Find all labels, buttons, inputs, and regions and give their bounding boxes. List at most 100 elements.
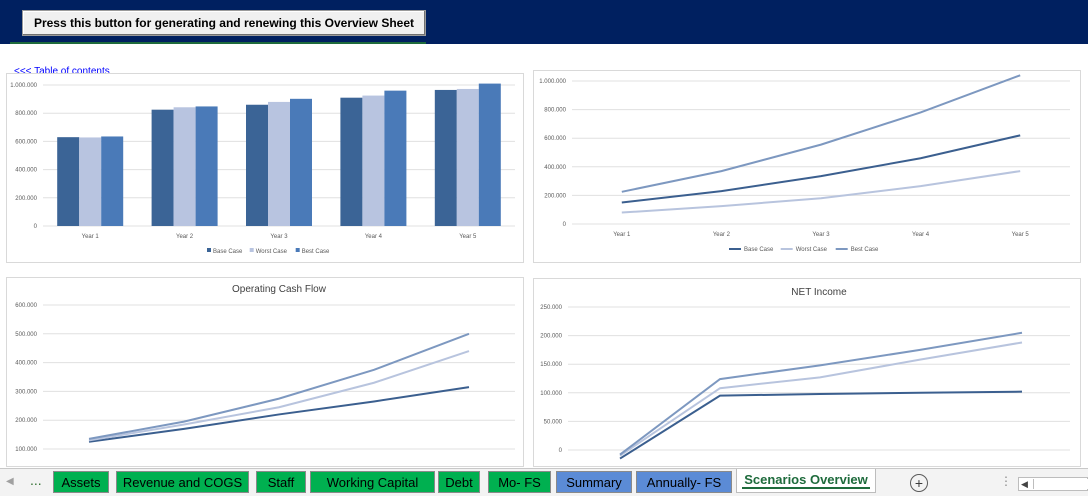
series-line — [621, 74, 1021, 193]
bar — [79, 137, 102, 226]
tab-label: Staff — [267, 475, 295, 490]
tab-mo-fs[interactable]: Mo- FS — [488, 471, 551, 493]
bar — [478, 83, 501, 226]
x-tick-label: Year 2 — [713, 232, 731, 238]
bar — [268, 101, 290, 226]
tab-label: Annually- FS — [646, 475, 722, 490]
y-tick-label: 600.000 — [15, 303, 37, 309]
y-tick-label: 0 — [34, 224, 38, 230]
y-tick-label: 600.000 — [544, 136, 566, 142]
bar-chart-canvas: 0 200.000 400.000 600.000 800.000 1.000.000 Ye… — [10, 83, 515, 255]
tab-scenarios-overview[interactable]: Scenarios Overview — [736, 469, 876, 493]
x-tick-label: Year 4 — [912, 232, 930, 238]
net-income-chart[interactable]: NET Income 0 50.000 100.000 150.000 200.000 25… — [533, 278, 1081, 467]
legend-label: Worst Case — [256, 249, 288, 255]
bar — [101, 136, 124, 226]
tab-annually-fs[interactable]: Annually- FS — [636, 471, 732, 493]
y-tick-label: 300.000 — [15, 389, 37, 395]
y-tick-label: 800.000 — [15, 111, 37, 117]
ocf-chart-canvas: Operating Cash Flow 100.000 200.000 300.000… — [15, 284, 515, 453]
series-line — [621, 134, 1021, 204]
bar — [384, 90, 407, 226]
y-tick-label: 0 — [559, 448, 563, 454]
bar — [57, 137, 80, 226]
tab-staff[interactable]: Staff — [256, 471, 306, 493]
bar — [151, 109, 174, 226]
more-tabs-button[interactable]: ... — [30, 472, 42, 488]
y-tick-label: 200.000 — [540, 334, 562, 340]
tab-revenue-and-cogs[interactable]: Revenue and COGS — [116, 471, 249, 493]
net-income-chart-canvas: NET Income 0 50.000 100.000 150.000 200.000 25… — [540, 287, 1070, 460]
legend-label: Worst Case — [796, 247, 828, 253]
generate-overview-button[interactable]: Press this button for generating and ren… — [22, 10, 426, 36]
y-tick-label: 250.000 — [540, 305, 562, 311]
bar — [290, 98, 312, 226]
y-tick-label: 100.000 — [15, 447, 37, 453]
tab-label: Working Capital — [326, 475, 419, 490]
y-tick-label: 150.000 — [540, 362, 562, 368]
revenue-bar-chart[interactable]: 0 200.000 400.000 600.000 800.000 1.000.000 Ye… — [6, 73, 524, 263]
legend-label: Base Case — [213, 249, 243, 255]
table-of-contents-link[interactable]: <<< Table of contents — [14, 66, 110, 77]
bar — [195, 106, 218, 226]
legend-label: Best Case — [302, 249, 330, 255]
y-tick-label: 100.000 — [540, 391, 562, 397]
bar — [434, 89, 457, 226]
tab-summary[interactable]: Summary — [556, 471, 632, 493]
bar — [362, 95, 385, 226]
legend-swatch — [207, 248, 211, 252]
y-tick-label: 50.000 — [544, 419, 563, 425]
y-tick-label: 200.000 — [15, 196, 37, 202]
x-tick-label: Year 2 — [176, 234, 194, 240]
legend-label: Base Case — [744, 247, 774, 253]
horizontal-scrollbar[interactable]: ◀ — [1018, 477, 1088, 491]
scroll-left-arrow-icon[interactable]: ◀ — [1021, 479, 1028, 489]
x-tick-label: Year 5 — [1012, 232, 1030, 238]
legend-swatch — [295, 248, 300, 252]
series-line — [88, 386, 470, 443]
chart-title: Operating Cash Flow — [232, 284, 327, 295]
tab-label: Scenarios Overview — [742, 472, 870, 489]
tab-debt[interactable]: Debt — [438, 471, 480, 493]
scenario-line-chart[interactable]: 0 200.000 400.000 600.000 800.000 1.000.000 Ye… — [533, 70, 1081, 263]
series-line — [88, 332, 470, 440]
y-tick-label: 400.000 — [544, 165, 566, 171]
y-tick-label: 0 — [563, 222, 567, 228]
y-tick-label: 1.000.000 — [10, 83, 37, 89]
y-tick-label: 400.000 — [15, 168, 37, 174]
y-tick-label: 200.000 — [15, 418, 37, 424]
tab-scroll-left-icon[interactable]: ◀ — [6, 476, 14, 487]
tab-label: Debt — [445, 475, 473, 490]
line-chart-canvas: 0 200.000 400.000 600.000 800.000 1.000.000 Ye… — [539, 74, 1070, 253]
bar — [173, 107, 196, 226]
x-tick-label: Year 5 — [459, 234, 477, 240]
y-tick-label: 500.000 — [15, 332, 37, 338]
tab-assets[interactable]: Assets — [53, 471, 109, 493]
x-tick-label: Year 1 — [613, 232, 631, 238]
series-line — [88, 350, 470, 442]
tab-label: Assets — [61, 475, 101, 490]
tab-label: Summary — [566, 475, 622, 490]
series-line — [619, 390, 1023, 460]
scrollbar-thumb[interactable] — [1033, 479, 1088, 489]
x-tick-label: Year 1 — [82, 234, 100, 240]
plus-circle-icon[interactable]: + — [910, 474, 928, 492]
bar — [246, 104, 268, 226]
y-tick-label: 1.000.000 — [539, 79, 566, 85]
x-tick-label: Year 3 — [270, 234, 288, 240]
tab-working-capital[interactable]: Working Capital — [310, 471, 435, 493]
series-line — [621, 170, 1021, 214]
x-tick-label: Year 4 — [365, 234, 383, 240]
y-tick-label: 800.000 — [544, 108, 566, 114]
vertical-dots-icon[interactable]: ⋮ — [1000, 474, 1012, 488]
y-tick-label: 600.000 — [15, 139, 37, 145]
legend-label: Best Case — [851, 247, 879, 253]
tab-label: Mo- FS — [498, 475, 541, 490]
operating-cash-flow-chart[interactable]: Operating Cash Flow 100.000 200.000 300.000… — [6, 277, 524, 467]
series-line — [619, 341, 1023, 457]
legend-swatch — [249, 248, 254, 252]
bar — [340, 97, 363, 226]
chart-title: NET Income — [791, 287, 847, 298]
button-underline — [10, 42, 426, 44]
